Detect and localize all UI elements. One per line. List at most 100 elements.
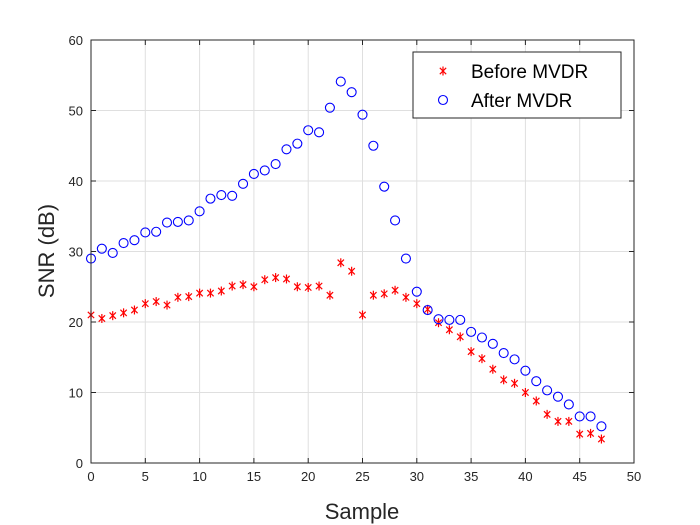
data-point (183, 215, 194, 226)
x-tick-label: 15 (247, 469, 261, 484)
data-point (259, 165, 270, 176)
y-axis-title: SNR (dB) (34, 204, 59, 298)
data-point (96, 243, 107, 254)
data-point (261, 275, 269, 285)
data-point (141, 299, 149, 309)
x-tick-label: 10 (192, 469, 206, 484)
x-axis-title: Sample (325, 499, 400, 524)
data-point (574, 411, 585, 422)
data-point (380, 289, 388, 299)
data-point (109, 311, 117, 321)
legend-marker (439, 66, 447, 76)
legend-marker (437, 94, 449, 106)
x-tick-label: 35 (464, 469, 478, 484)
data-point (205, 193, 216, 204)
data-point (248, 168, 259, 179)
x-tick-label: 5 (142, 469, 149, 484)
data-point (391, 285, 399, 295)
data-point (293, 282, 301, 292)
data-point (348, 266, 356, 276)
data-point (98, 313, 106, 323)
data-point (281, 144, 292, 155)
x-tick-label: 50 (627, 469, 641, 484)
data-point (433, 314, 444, 325)
y-tick-label: 10 (69, 386, 83, 401)
x-tick-label: 30 (410, 469, 424, 484)
data-point (476, 332, 488, 343)
data-point (500, 375, 508, 385)
data-point (521, 388, 530, 397)
data-point (292, 138, 303, 149)
data-point (129, 235, 140, 246)
data-point (119, 308, 128, 318)
x-tick-label: 0 (87, 469, 94, 484)
data-point (303, 125, 314, 136)
data-point (357, 109, 368, 120)
data-point (304, 282, 312, 292)
data-point (368, 140, 379, 151)
data-point (379, 181, 390, 192)
y-tick-label: 30 (69, 245, 83, 260)
data-point (576, 429, 584, 439)
data-point (217, 286, 225, 296)
data-point (228, 281, 236, 291)
data-point (542, 385, 553, 396)
data-point (358, 310, 367, 320)
x-tick-label: 20 (301, 469, 315, 484)
data-point (346, 87, 357, 98)
data-point (270, 159, 281, 170)
data-point (107, 247, 118, 258)
axes (90, 39, 635, 464)
data-point (422, 304, 433, 316)
data-point (466, 326, 477, 337)
data-point (130, 305, 139, 315)
data-point (444, 314, 455, 325)
data-point (531, 376, 542, 387)
tick-labels: 0 5 10 15 20 25 30 35 40 45 50 0 10 20 30 40 50 60 (69, 33, 642, 484)
data-point (552, 391, 564, 402)
y-tick-label: 40 (69, 174, 83, 189)
data-point (456, 332, 464, 342)
data-point (424, 304, 432, 314)
x-tick-label: 40 (518, 469, 532, 484)
data-point (282, 274, 291, 284)
data-point (543, 409, 551, 419)
data-point (206, 288, 215, 298)
data-point (455, 314, 466, 325)
series-0 (87, 258, 606, 444)
data-point (489, 364, 497, 374)
data-point (315, 281, 323, 291)
data-point (596, 421, 607, 432)
data-point (237, 178, 249, 189)
data-point (151, 226, 162, 237)
data-point (324, 102, 335, 113)
data-point (520, 365, 531, 376)
data-point (400, 253, 411, 264)
y-tick-label: 60 (69, 33, 83, 48)
data-point (335, 76, 346, 87)
data-point (478, 354, 486, 364)
data-point (272, 273, 280, 283)
data-point (239, 280, 247, 290)
data-point (445, 325, 453, 335)
x-tick-label: 45 (572, 469, 586, 484)
data-point (532, 396, 540, 406)
y-tick-label: 50 (69, 104, 83, 119)
legend-label: Before MVDR (471, 62, 588, 83)
data-point (510, 378, 519, 388)
x-tick-label: 25 (355, 469, 369, 484)
data-point (227, 190, 238, 201)
data-point (152, 297, 160, 307)
legend-label: After MVDR (471, 91, 572, 112)
data-point (467, 347, 475, 357)
legend-box (412, 51, 622, 119)
data-point (563, 399, 574, 410)
data-point (585, 411, 596, 422)
series-1 (85, 76, 607, 432)
data-series (85, 76, 607, 444)
data-point (565, 416, 573, 426)
data-point (161, 217, 173, 228)
y-tick-label: 20 (69, 315, 83, 330)
data-point (163, 300, 171, 310)
data-point (487, 338, 498, 349)
